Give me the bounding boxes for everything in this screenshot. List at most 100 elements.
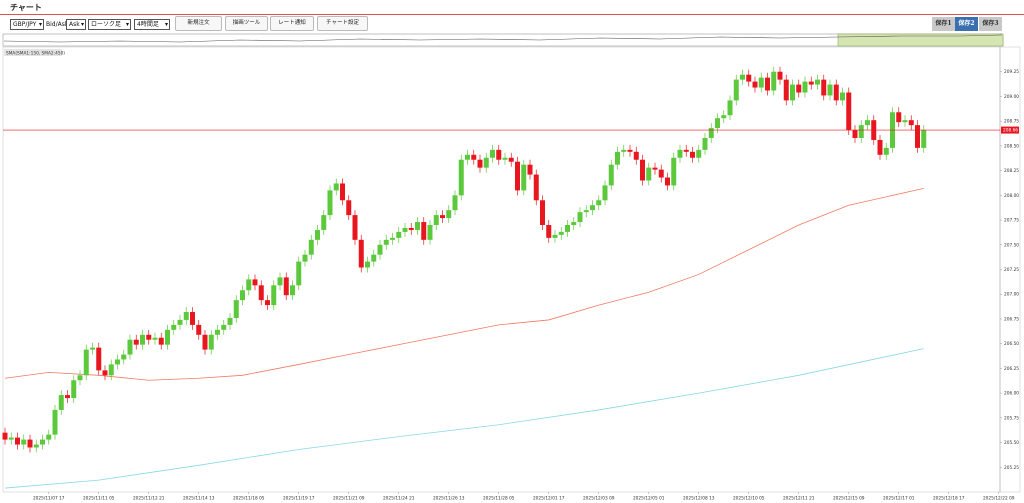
candle-body <box>365 261 370 268</box>
candle-body <box>83 349 89 376</box>
candle-body <box>140 334 145 345</box>
x-tick-label: 2025/11/28 05 <box>483 496 515 502</box>
x-tick-label: 2025/11/11 05 <box>83 496 115 502</box>
candle-body <box>615 151 620 165</box>
save-button[interactable]: 保存2 <box>955 17 978 31</box>
candle-body <box>152 337 158 340</box>
candle-body <box>233 300 239 318</box>
candle-body <box>608 164 614 186</box>
timeframe-select[interactable]: 4時間足 <box>134 19 170 30</box>
candle-body <box>177 319 183 325</box>
candle-body <box>358 239 364 268</box>
candle-body <box>333 183 339 191</box>
candle-body <box>883 147 889 155</box>
candle-body <box>790 84 795 101</box>
candle-body <box>658 169 664 178</box>
candle-body <box>115 359 120 365</box>
candle-body <box>646 167 652 181</box>
header-rule <box>0 14 1024 15</box>
candle-body <box>390 237 395 240</box>
candle-body <box>65 395 70 399</box>
candle-body <box>633 151 639 160</box>
y-tick-label: 206.00 <box>1004 391 1019 397</box>
chart-settings-button[interactable]: チャート設定 <box>317 16 368 31</box>
new-order-button[interactable]: 新規注文 <box>175 16 222 31</box>
navigator-window[interactable] <box>837 33 1004 47</box>
candle-body <box>627 149 633 152</box>
candle-body <box>802 81 808 93</box>
chart-style-select[interactable]: ローソク足 <box>88 19 131 30</box>
candle-body <box>465 154 470 160</box>
x-tick-label: 2025/12/18 17 <box>933 496 965 502</box>
y-tick-label: 209.25 <box>1004 69 1019 75</box>
candle-body <box>571 222 577 225</box>
x-tick-label: 2025/11/12 21 <box>133 496 165 502</box>
indicator-label-bg <box>4 49 62 56</box>
x-tick-label: 2025/11/19 17 <box>283 496 315 502</box>
candle-body <box>77 375 83 381</box>
candle-body <box>271 285 277 306</box>
candle-body <box>477 159 483 168</box>
y-tick-label: 208.50 <box>1004 143 1019 149</box>
candle-body <box>490 149 495 158</box>
candle-body <box>46 434 52 440</box>
candle-body <box>521 164 527 191</box>
candle-body <box>783 79 789 101</box>
candle-body <box>502 157 508 160</box>
candle-body <box>727 100 733 116</box>
candle-body <box>690 151 695 158</box>
x-tick-label: 2025/11/21 09 <box>333 496 365 502</box>
candle-body <box>921 130 927 148</box>
x-tick-label: 2025/11/18 05 <box>233 496 265 502</box>
drawing-tools-button[interactable]: 描画ツール <box>225 16 268 31</box>
x-tick-label: 2025/12/11 21 <box>783 496 815 502</box>
symbol-select[interactable]: GBP/JPY <box>10 19 44 30</box>
candle-body <box>240 290 245 301</box>
candle-body <box>371 254 377 262</box>
candle-body <box>258 285 264 301</box>
candle-body <box>33 444 39 448</box>
rate-alert-button[interactable]: レート通知 <box>270 16 314 31</box>
y-tick-label: 208.75 <box>1004 119 1019 125</box>
candle-body <box>277 277 283 286</box>
candle-body <box>327 190 333 216</box>
navigator[interactable] <box>0 33 1024 47</box>
y-tick-label: 209.00 <box>1004 94 1019 100</box>
candle-body <box>721 115 727 119</box>
candle-body <box>415 222 420 230</box>
y-tick-label: 205.75 <box>1004 415 1019 421</box>
candle-body <box>565 225 570 232</box>
candle-body <box>383 239 389 245</box>
candle-body <box>71 380 77 399</box>
candle-body <box>702 137 708 150</box>
candle-body <box>302 254 308 262</box>
save-button[interactable]: 保存1 <box>932 17 955 31</box>
candle-body <box>121 354 127 360</box>
candle-body <box>183 312 189 320</box>
candle-body <box>296 261 302 286</box>
side-select[interactable]: Ask <box>66 19 86 30</box>
x-tick-label: 2025/12/05 01 <box>633 496 665 502</box>
candle-body <box>340 183 345 201</box>
candle-body <box>21 439 27 445</box>
candle-body <box>127 339 133 355</box>
candle-body <box>652 167 658 170</box>
candle-body <box>602 185 608 201</box>
candle-body <box>777 71 783 80</box>
candle-body <box>108 364 114 376</box>
candle-body <box>283 277 289 296</box>
candle-body <box>346 200 352 216</box>
candle-body <box>865 120 870 126</box>
candle-body <box>146 334 152 340</box>
current-price-badge <box>1001 126 1019 134</box>
candle-body <box>558 231 564 235</box>
candle-body <box>133 339 139 345</box>
save-button[interactable]: 保存3 <box>979 17 1002 31</box>
candle-body <box>402 227 408 232</box>
candle-body <box>396 231 402 238</box>
candle-body <box>852 130 858 138</box>
candle-body <box>552 234 558 238</box>
candle-body <box>2 432 8 440</box>
